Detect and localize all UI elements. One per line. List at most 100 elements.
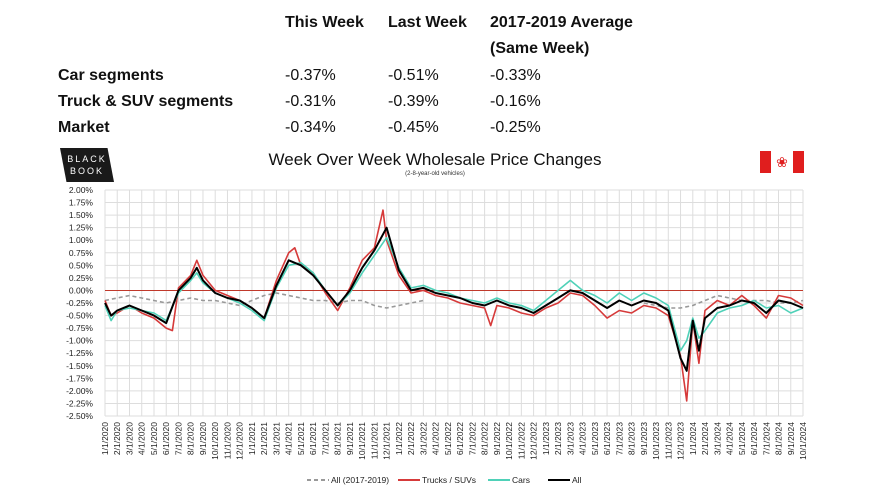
x-tick-label: 11/1/2020 (222, 422, 232, 459)
y-tick-label: -1.75% (66, 373, 93, 383)
x-tick-label: 11/1/2021 (369, 422, 379, 459)
y-tick-label: 1.00% (69, 235, 94, 245)
x-tick-label: 11/1/2022 (516, 422, 526, 459)
x-tick-label: 5/1/2023 (590, 422, 600, 455)
x-tick-label: 6/1/2023 (602, 422, 612, 455)
y-tick-label: 1.75% (69, 198, 94, 208)
x-tick-label: 2/1/2023 (553, 422, 563, 455)
x-tick-label: 3/1/2020 (124, 422, 134, 455)
x-tick-label: 2/1/2022 (406, 422, 416, 455)
x-tick-label: 10/1/2024 (798, 422, 808, 460)
y-tick-label: -0.25% (66, 298, 93, 308)
legend-label: Cars (512, 475, 530, 485)
header-average: 2017-2019 Average (490, 14, 633, 31)
x-tick-label: 9/1/2022 (492, 422, 502, 455)
x-tick-label: 4/1/2020 (137, 422, 147, 455)
y-tick-label: -0.50% (66, 311, 93, 321)
x-tick-label: 9/1/2021 (345, 422, 355, 455)
x-tick-label: 2/1/2024 (700, 422, 710, 455)
x-tick-label: 3/1/2023 (565, 422, 575, 455)
series-line-cars (104, 236, 804, 352)
y-tick-label: -0.75% (66, 323, 93, 333)
y-tick-label: 2.00% (69, 185, 94, 195)
logo-text: BLACK (67, 154, 107, 164)
cell: -0.16% (490, 93, 541, 110)
x-tick-label: 10/1/2021 (357, 422, 367, 460)
y-tick-label: 1.25% (69, 223, 94, 233)
x-tick-label: 8/1/2021 (333, 422, 343, 455)
x-tick-label: 8/1/2023 (627, 422, 637, 455)
cell: -0.34% (285, 119, 336, 136)
cell: -0.45% (388, 119, 439, 136)
y-tick-label: 0.75% (69, 248, 94, 258)
x-tick-label: 9/1/2023 (639, 422, 649, 455)
chart-title: Week Over Week Wholesale Price Changes (268, 150, 602, 169)
y-tick-label: -1.00% (66, 336, 93, 346)
x-tick-label: 9/1/2020 (198, 422, 208, 455)
y-tick-label: -1.25% (66, 348, 93, 358)
x-tick-label: 4/1/2024 (725, 422, 735, 455)
x-tick-label: 8/1/2024 (774, 422, 784, 455)
x-tick-label: 3/1/2021 (271, 422, 281, 455)
x-tick-label: 11/1/2023 (663, 422, 673, 459)
black-book-logo: BLACK BOOK (60, 148, 114, 182)
row-label-market: Market (58, 119, 110, 136)
canada-flag-icon: ❀ (760, 151, 804, 173)
logo-text: BOOK (69, 166, 104, 176)
y-tick-label: 1.50% (69, 210, 94, 220)
legend-label: Trucks / SUVs (422, 475, 476, 485)
cell: -0.33% (490, 67, 541, 84)
x-tick-label: 12/1/2020 (235, 422, 245, 460)
x-tick-label: 8/1/2020 (186, 422, 196, 455)
x-tick-label: 6/1/2024 (749, 422, 759, 455)
x-tick-label: 7/1/2024 (761, 422, 771, 455)
header-this-week: This Week (285, 14, 364, 31)
x-tick-label: 5/1/2024 (737, 422, 747, 455)
series-line-all (104, 226, 804, 372)
x-tick-label: 1/1/2021 (247, 422, 257, 455)
x-tick-label: 4/1/2021 (284, 422, 294, 455)
y-tick-label: -2.50% (66, 411, 93, 421)
x-tick-label: 6/1/2022 (455, 422, 465, 455)
x-tick-label: 9/1/2024 (786, 422, 796, 455)
y-tick-label: 0.50% (69, 260, 94, 270)
x-tick-label: 1/1/2024 (688, 422, 698, 455)
cell: -0.31% (285, 93, 336, 110)
series-line-all-2017-2019- (104, 292, 424, 309)
x-tick-label: 12/1/2023 (676, 422, 686, 460)
x-tick-label: 1/1/2022 (394, 422, 404, 455)
x-tick-label: 5/1/2020 (149, 422, 159, 455)
x-tick-label: 12/1/2022 (529, 422, 539, 460)
x-tick-label: 4/1/2022 (431, 422, 441, 455)
x-tick-label: 4/1/2023 (578, 422, 588, 455)
x-tick-label: 3/1/2024 (712, 422, 722, 455)
x-tick-label: 6/1/2020 (161, 422, 171, 455)
x-tick-label: 1/1/2020 (100, 422, 110, 455)
cell: -0.51% (388, 67, 439, 84)
x-tick-label: 5/1/2022 (443, 422, 453, 455)
x-tick-label: 3/1/2022 (418, 422, 428, 455)
cell: -0.37% (285, 67, 336, 84)
row-label-truck: Truck & SUV segments (58, 93, 234, 110)
row-label-car: Car segments (58, 67, 164, 84)
cell: -0.39% (388, 93, 439, 110)
x-tick-label: 12/1/2021 (382, 422, 392, 460)
legend-label: All (2017-2019) (331, 475, 389, 485)
x-tick-label: 7/1/2021 (320, 422, 330, 455)
y-tick-label: 0.25% (69, 273, 94, 283)
x-tick-label: 10/1/2022 (504, 422, 514, 460)
x-tick-label: 6/1/2021 (308, 422, 318, 455)
y-tick-label: -2.25% (66, 398, 93, 408)
x-tick-label: 2/1/2020 (112, 422, 122, 455)
header-last-week: Last Week (388, 14, 467, 31)
chart-subtitle: (2-8-year-old vehicles) (405, 171, 465, 177)
cell: -0.25% (490, 119, 541, 136)
y-tick-label: 0.00% (69, 285, 94, 295)
x-tick-label: 7/1/2023 (614, 422, 624, 455)
x-tick-label: 7/1/2022 (467, 422, 477, 455)
x-tick-label: 10/1/2023 (651, 422, 661, 460)
header-same-week: (Same Week) (490, 40, 590, 57)
x-tick-label: 2/1/2021 (259, 422, 269, 455)
series-line-trucks-suvs (104, 209, 804, 402)
